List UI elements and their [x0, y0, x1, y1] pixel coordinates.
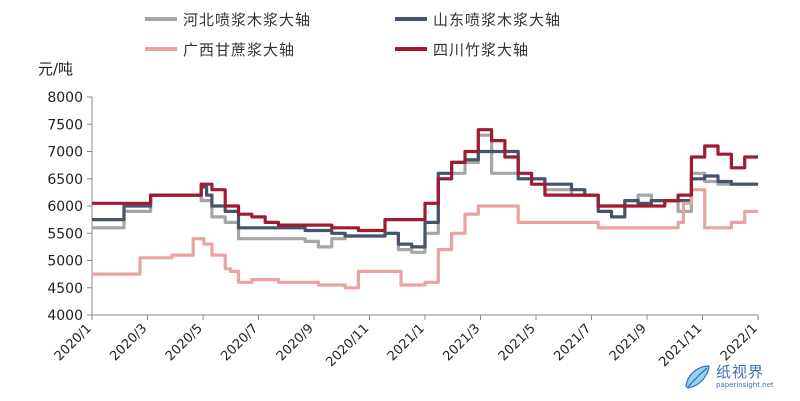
- y-tick-label: 5500: [47, 226, 83, 242]
- series-line-2: [92, 188, 758, 290]
- x-tick-label: 2020/7: [218, 321, 261, 364]
- y-axis-unit-label: 元/吨: [38, 60, 74, 78]
- leaf-logo-icon: [685, 365, 710, 389]
- x-tick-label: 2021/3: [440, 321, 483, 364]
- logo-subtitle: paperinsight.net: [716, 381, 774, 389]
- y-tick-label: 5000: [47, 254, 83, 270]
- legend-item-hebei: 河北喷浆木浆大轴: [145, 8, 395, 30]
- x-tick-label: 2020/3: [107, 321, 150, 364]
- chart-ticks: 4000 4500 5000 5500 6000 6500 7000 7500 8000 2020…: [47, 90, 760, 370]
- logo-title: 纸视界: [716, 363, 765, 381]
- legend-swatch-guangxi: [145, 47, 177, 51]
- x-tick-label: 2021/7: [551, 321, 594, 364]
- y-tick-label: 6500: [47, 172, 83, 188]
- legend-swatch-hebei: [145, 17, 177, 21]
- legend-label-guangxi: 广西甘蔗浆大轴: [183, 40, 296, 59]
- legend-label-shandong: 山东喷浆木浆大轴: [433, 10, 562, 29]
- series-line-1: [92, 149, 758, 249]
- legend-swatch-shandong: [395, 17, 427, 21]
- x-tick-label: 2020/9: [274, 321, 317, 364]
- y-tick-label: 8000: [47, 90, 83, 106]
- legend: 河北喷浆木浆大轴 山东喷浆木浆大轴 广西甘蔗浆大轴 四川竹浆大轴: [145, 8, 645, 60]
- y-tick-label: 6000: [47, 199, 83, 215]
- x-tick-label: 2020/11: [324, 321, 373, 370]
- chart-series-layer: [92, 128, 758, 290]
- series-line-0: [92, 133, 758, 254]
- legend-item-shandong: 山东喷浆木浆大轴: [395, 8, 645, 30]
- x-tick-label: 2021/5: [496, 321, 539, 364]
- legend-label-sichuan: 四川竹浆大轴: [433, 40, 530, 59]
- x-tick-label: 2022/1: [718, 321, 761, 364]
- logo-text: 纸视界 paperinsight.net: [716, 364, 774, 390]
- y-tick-label: 4000: [47, 308, 83, 324]
- legend-swatch-sichuan: [395, 47, 427, 51]
- y-tick-label: 4500: [47, 281, 83, 297]
- legend-label-hebei: 河北喷浆木浆大轴: [183, 10, 312, 29]
- x-tick-label: 2020/1: [52, 321, 95, 364]
- y-tick-label: 7000: [47, 145, 83, 161]
- series-line-3: [92, 128, 758, 233]
- brand-logo: 纸视界 paperinsight.net: [682, 359, 786, 395]
- legend-item-sichuan: 四川竹浆大轴: [395, 38, 645, 60]
- legend-item-guangxi: 广西甘蔗浆大轴: [145, 38, 395, 60]
- y-tick-label: 7500: [47, 117, 83, 133]
- x-tick-label: 2021/9: [607, 321, 650, 364]
- x-tick-label: 2020/5: [163, 321, 206, 364]
- x-tick-label: 2021/1: [385, 321, 428, 364]
